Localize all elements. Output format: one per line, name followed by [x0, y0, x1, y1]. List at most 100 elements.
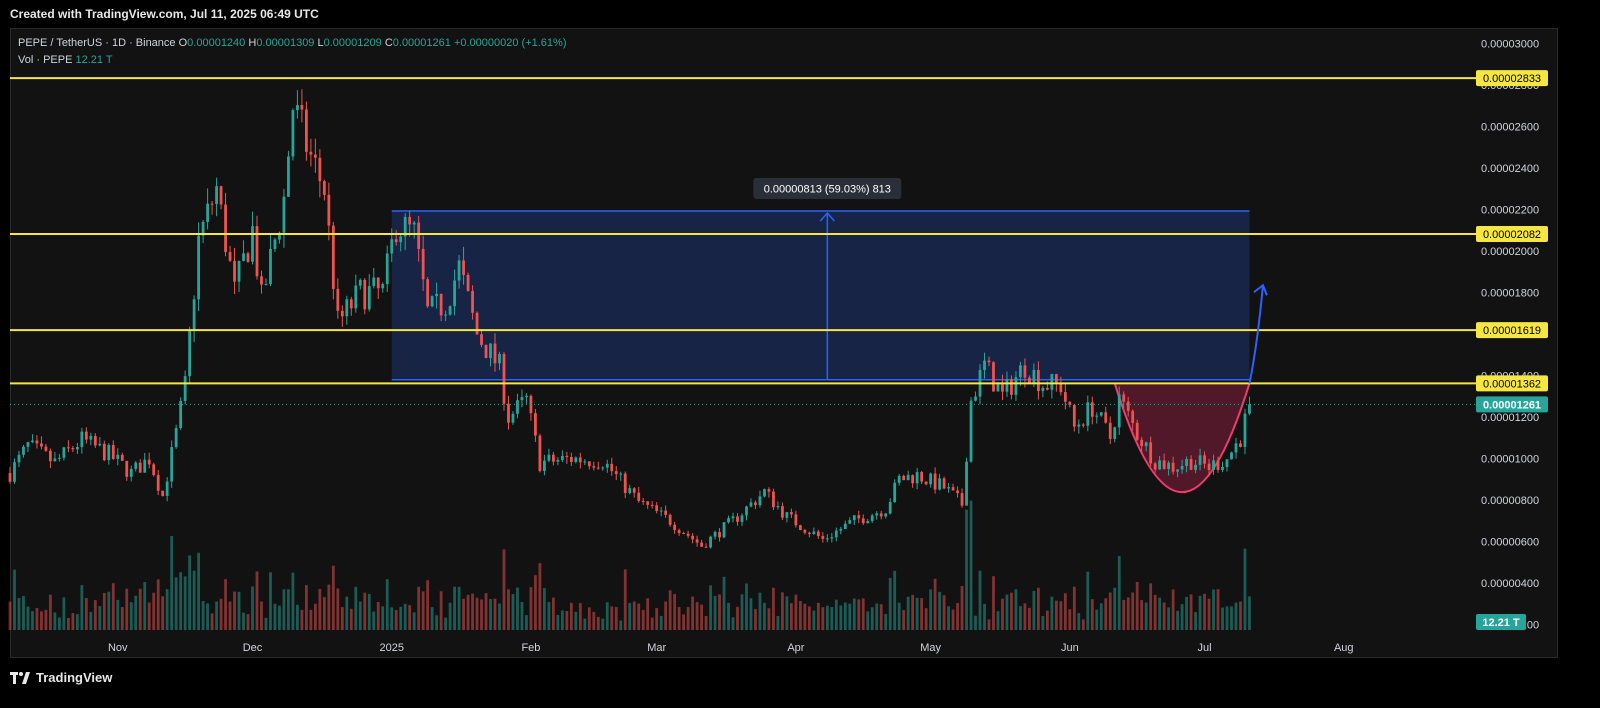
candle-body — [471, 290, 474, 313]
created-caption: Created with TradingView.com, Jul 11, 20… — [10, 7, 319, 21]
candle-body — [686, 533, 690, 536]
chart-frame[interactable] — [10, 28, 1558, 658]
volume-bar — [1117, 555, 1121, 630]
volume-bar — [1037, 587, 1040, 630]
candle-body — [839, 529, 843, 531]
candle-body — [219, 186, 223, 205]
volume-bar — [731, 617, 735, 630]
volume-bar — [66, 617, 70, 630]
candle-body — [745, 506, 748, 516]
candle-body — [861, 518, 865, 524]
volume-bar — [475, 597, 479, 630]
volume-bar — [861, 598, 865, 630]
candle-body — [1144, 442, 1148, 447]
volume-bar — [1014, 589, 1018, 630]
candle-body — [650, 504, 654, 506]
volume-bar — [543, 588, 546, 630]
candle-body — [457, 260, 461, 281]
volume-bar — [902, 610, 906, 630]
candle-body — [1001, 384, 1004, 392]
volume-bar — [713, 596, 717, 630]
volume-bar — [165, 589, 169, 630]
symbol-title[interactable]: PEPE / TetherUS · 1D · Binance — [18, 37, 176, 49]
volume-bar — [807, 606, 811, 630]
volume-bar — [772, 587, 775, 630]
candle-body — [834, 530, 838, 538]
chart-legend: PEPE / TetherUS · 1D · Binance O0.000012… — [18, 35, 567, 69]
candle-body — [336, 288, 340, 311]
candle-body — [17, 454, 21, 463]
volume-bar — [906, 596, 910, 630]
candle-body — [1104, 412, 1108, 423]
volume-bar — [574, 611, 578, 630]
tradingview-logo[interactable]: TradingView — [10, 670, 112, 685]
candle-body — [1037, 369, 1040, 392]
candle-body — [129, 468, 133, 477]
volume-bar — [974, 615, 977, 630]
volume-bar — [372, 611, 376, 630]
candle-body — [691, 535, 694, 540]
candle-body — [1059, 382, 1063, 393]
ohlc-row: PEPE / TetherUS · 1D · Binance O0.000012… — [18, 35, 567, 52]
candle-body — [902, 475, 906, 481]
volume-bar — [682, 614, 686, 630]
y-tick-label: 0.00002000 — [1481, 246, 1539, 258]
volume-bar — [367, 593, 371, 630]
candle-body — [758, 496, 762, 506]
candle-body — [143, 459, 147, 473]
candle-body — [1149, 442, 1153, 464]
volume-bar — [493, 598, 497, 630]
candle-body — [507, 403, 510, 423]
volume-bar — [1230, 606, 1233, 630]
volume-bar — [80, 585, 84, 630]
volume-bar — [435, 615, 439, 630]
volume-bar — [17, 598, 21, 630]
volume-bar — [412, 612, 416, 630]
volume-bar — [1212, 589, 1215, 630]
volume-bar — [228, 601, 232, 630]
volume-bar — [978, 570, 982, 630]
candle-body — [987, 360, 991, 363]
candle-body — [592, 466, 596, 468]
volume-label[interactable]: Vol · PEPE — [18, 54, 73, 66]
candle-body — [1081, 424, 1085, 426]
candle-body — [790, 512, 793, 515]
volume-bar — [1081, 619, 1085, 630]
candle-body — [8, 473, 12, 482]
candle-body — [942, 478, 946, 489]
candle-body — [31, 440, 34, 443]
candle-body — [646, 501, 650, 505]
candle-body — [62, 447, 66, 458]
volume-bar — [983, 603, 986, 630]
volume-bar — [40, 611, 43, 630]
volume-bar — [84, 598, 88, 630]
candle-body — [911, 475, 915, 484]
candle-body — [1131, 410, 1135, 423]
candle-body — [448, 306, 452, 315]
volume-bar — [1225, 606, 1229, 630]
candle-body — [49, 450, 52, 462]
candle-body — [210, 203, 214, 205]
candle-body — [709, 536, 712, 548]
volume-bar — [857, 599, 861, 630]
candle-body — [331, 225, 335, 289]
candle-body — [215, 186, 218, 204]
volume-bar — [839, 605, 843, 630]
volume-bar — [255, 571, 259, 630]
candle-body — [305, 109, 308, 152]
candle-body — [1207, 463, 1211, 471]
candle-body — [700, 542, 703, 547]
candle-body — [1216, 460, 1220, 471]
measure-label-box — [753, 177, 902, 199]
volume-bar — [736, 606, 739, 630]
volume-bar — [956, 602, 959, 630]
volume-bar — [1095, 609, 1099, 630]
volume-bar — [98, 606, 102, 630]
level-price-label: 0.00001362 — [1483, 378, 1541, 390]
candle-body — [399, 236, 403, 243]
candle-body — [282, 196, 286, 233]
candle-body — [84, 431, 88, 440]
candle-body — [93, 435, 97, 446]
volume-bar — [453, 586, 456, 630]
